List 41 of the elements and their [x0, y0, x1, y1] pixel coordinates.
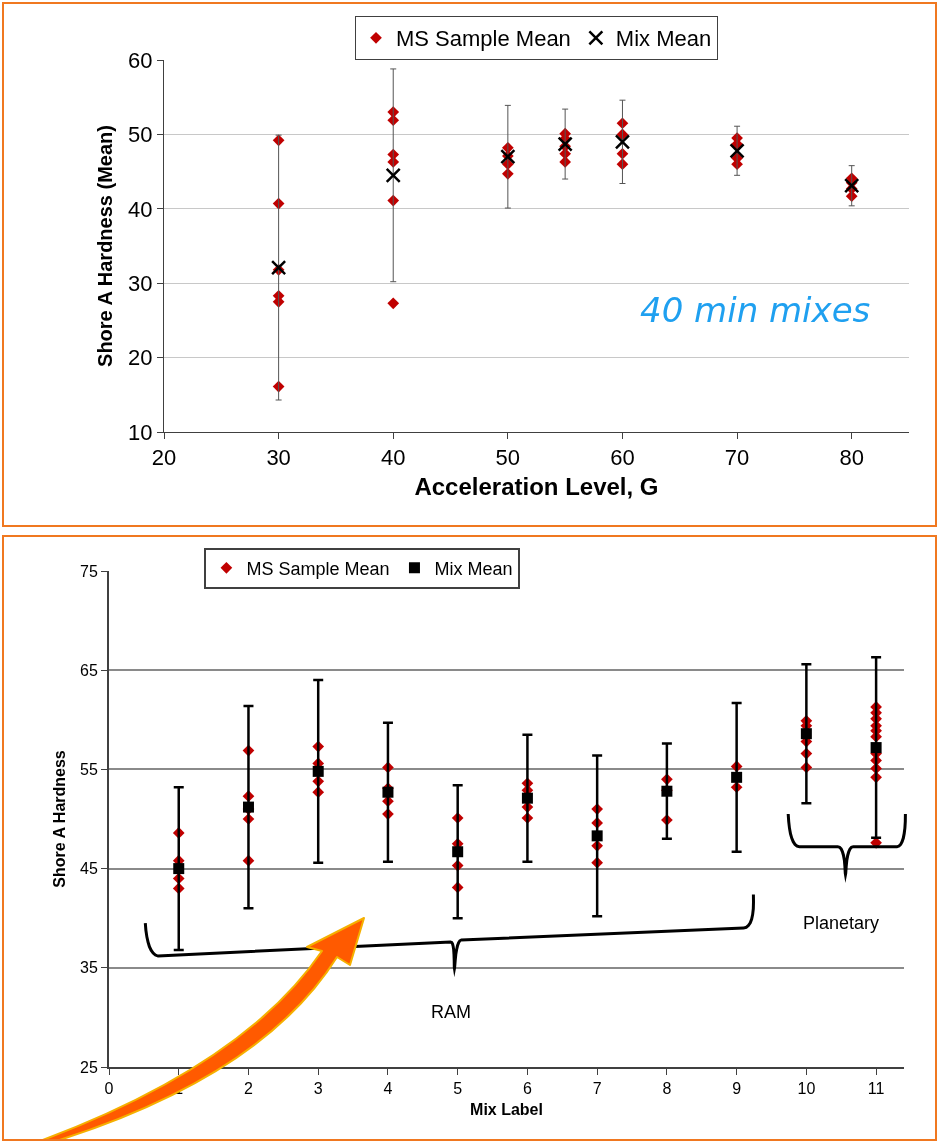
x-tick-label: 3 — [313, 1080, 323, 1098]
x-axis-title: Acceleration Level, G — [414, 472, 659, 500]
x-tick-label: 60 — [610, 445, 635, 471]
x-tick-label: 2 — [244, 1080, 254, 1098]
legend-label: MS Sample Mean — [246, 558, 390, 579]
y-tick-label: 50 — [128, 122, 153, 148]
x-tick-label: 10 — [797, 1080, 816, 1098]
x-tick-label: 11 — [867, 1080, 885, 1098]
y-tick-label: 40 — [128, 196, 153, 222]
legend-label: MS Sample Mean — [396, 26, 571, 52]
x-tick-label: 4 — [383, 1080, 393, 1098]
x-tick-label: 7 — [592, 1080, 602, 1098]
legend-label: Mix Mean — [434, 558, 513, 579]
y-tick-label: 65 — [80, 661, 98, 679]
y-tick-label: 45 — [80, 860, 98, 878]
x-tick-label: 6 — [522, 1080, 532, 1098]
x-tick-label: 20 — [151, 445, 177, 471]
x-tick-label: 40 — [380, 445, 406, 471]
y-tick-label: 25 — [80, 1058, 98, 1076]
x-tick-label: 0 — [104, 1080, 114, 1098]
y-tick-label: 60 — [128, 47, 153, 73]
y-tick-label: 10 — [128, 419, 153, 445]
y-tick-label: 35 — [80, 959, 98, 977]
x-tick-label: 9 — [732, 1080, 742, 1098]
y-axis-title: Shore A Hardness — [51, 750, 69, 888]
x-tick-label: 30 — [266, 445, 291, 471]
y-tick-label: 75 — [80, 562, 98, 580]
annotation: 40 min mixes — [640, 290, 871, 330]
y-axis-title: Shore A Hardness (Mean) — [93, 125, 116, 367]
x-axis-title: Mix Label — [470, 1101, 543, 1119]
annotation: RAM — [431, 1002, 471, 1022]
x-tick-label: 70 — [724, 445, 750, 471]
y-tick-label: 20 — [128, 345, 153, 371]
x-tick-label: 50 — [495, 445, 521, 471]
x-tick-label: 5 — [453, 1080, 463, 1098]
y-tick-label: 55 — [80, 761, 98, 778]
legend-label: Mix Mean — [615, 26, 712, 52]
x-tick-label: 80 — [839, 445, 864, 471]
annotation: Planetary — [803, 913, 880, 933]
y-tick-label: 30 — [128, 270, 153, 296]
x-tick-label: 8 — [662, 1080, 672, 1098]
